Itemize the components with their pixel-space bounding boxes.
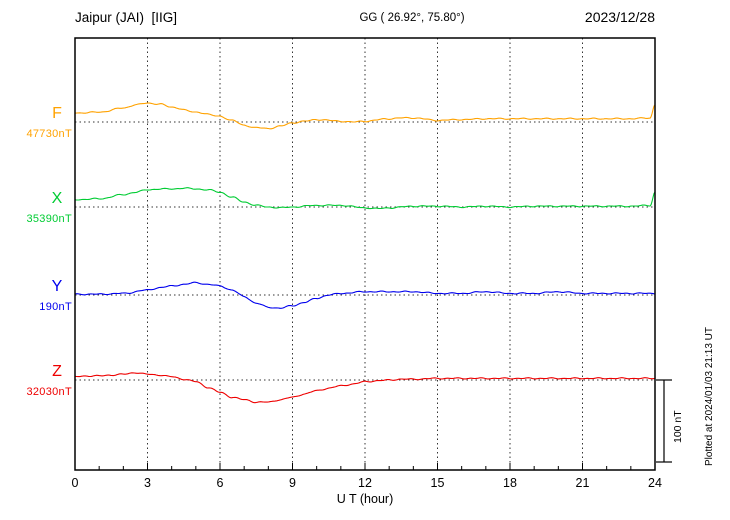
plotted-timestamp-note: Plotted at 2024/01/03 21:13 UT [704, 327, 715, 466]
trace-Y [74, 281, 656, 309]
x-axis-label: U T (hour) [336, 492, 394, 506]
plot-date: 2023/12/28 [584, 9, 655, 25]
scale-bar-label: 100 nT [672, 410, 684, 443]
trace-Z [74, 372, 656, 404]
trace-F [74, 102, 656, 130]
station-title: Jaipur (JAI) [IIG] [75, 10, 178, 25]
trace-X [74, 187, 656, 210]
geographic-coordinates: GG ( 26.92°, 75.80°) [359, 12, 465, 24]
plot-border [74, 37, 656, 471]
